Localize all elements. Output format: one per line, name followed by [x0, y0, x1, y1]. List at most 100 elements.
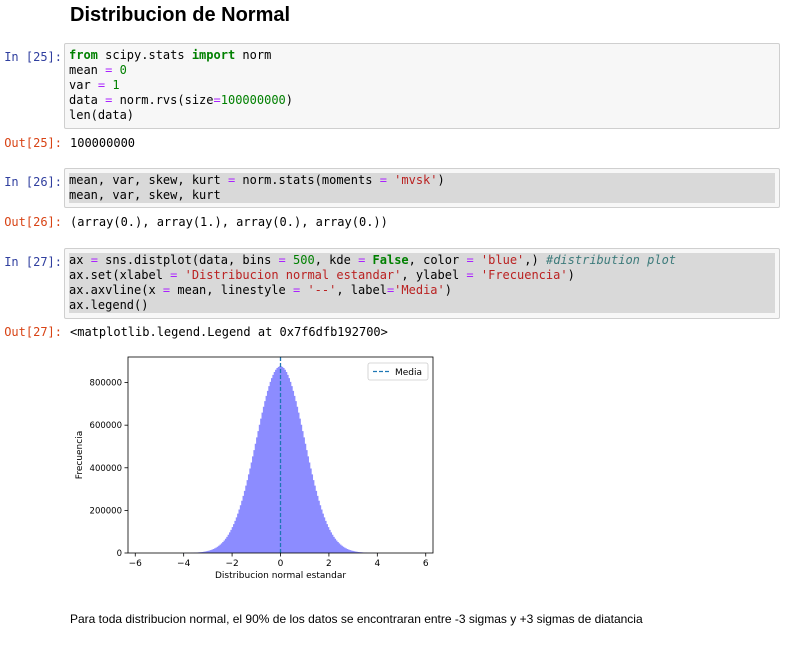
code-editor-26[interactable]: mean, var, skew, kurt = norm.stats(momen… [69, 173, 775, 203]
code-line: ax.legend() [69, 298, 775, 313]
x-axis-label: Distribucion normal estandar [215, 571, 346, 581]
code-token: ax.legend() [69, 298, 149, 312]
code-token: = [170, 268, 178, 282]
x-tick-label: −2 [225, 559, 238, 569]
code-token [474, 268, 481, 282]
code-token [112, 63, 119, 77]
code-token: , color [408, 253, 467, 267]
code-token: = [466, 253, 474, 267]
code-token: mean, var, skew, kurt [69, 173, 228, 187]
code-token: 'Frecuencia' [480, 268, 568, 282]
y-tick-label: 400000 [90, 464, 122, 474]
output-27: <matplotlib.legend.Legend at 0x7f6dfb192… [70, 325, 388, 339]
code-token [286, 253, 293, 267]
code-token: 500 [293, 253, 315, 267]
code-token: import [191, 48, 236, 62]
code-cell-26[interactable]: mean, var, skew, kurt = norm.stats(momen… [64, 168, 780, 208]
code-token: #distribution plot [545, 253, 677, 267]
x-tick-label: 4 [374, 559, 380, 569]
code-token: = [386, 283, 395, 297]
y-tick-label: 0 [117, 549, 122, 559]
code-line: ax.set(xlabel = 'Distribucion normal est… [69, 268, 775, 283]
code-token: from [69, 48, 98, 62]
code-token: sns.distplot(data, bins [97, 253, 279, 267]
legend: Media [367, 362, 429, 381]
code-line: from scipy.stats import norm [69, 48, 775, 63]
code-token: '--' [307, 283, 337, 297]
x-tick-label: 2 [326, 559, 332, 569]
code-token: = [105, 93, 113, 107]
code-token: scipy.stats [97, 48, 192, 62]
x-tick-label: −4 [177, 559, 191, 569]
code-token: 0 [119, 63, 127, 77]
code-line: data = norm.rvs(size=100000000) [69, 93, 775, 108]
code-token: = [278, 253, 286, 267]
y-tick-label: 600000 [90, 421, 122, 431]
code-token: ,) [524, 253, 546, 267]
y-axis-label: Frecuencia [75, 431, 85, 479]
code-token: 1 [112, 78, 120, 92]
x-tick-label: 6 [423, 559, 429, 569]
code-token: , ylabel [401, 268, 467, 282]
x-tick-label: −6 [129, 559, 143, 569]
code-token: 100000000 [220, 93, 286, 107]
code-token: mean, var, skew, kurt [69, 188, 221, 202]
code-token: = [90, 253, 98, 267]
code-token: 'Media' [394, 283, 445, 297]
in-prompt-27: In [27]: [4, 255, 62, 269]
code-token: = [162, 283, 171, 297]
code-token: data [69, 93, 106, 107]
code-token: = [292, 283, 301, 297]
code-token: , kde [314, 253, 359, 267]
code-token: norm.rvs(size [112, 93, 214, 107]
y-axis-ticks: 0 200000 400000 600000 800000 [90, 379, 128, 559]
markdown-text: Para toda distribucion normal, el 90% de… [70, 612, 643, 626]
in-prompt-26: In [26]: [4, 175, 62, 189]
code-editor-27[interactable]: ax = sns.distplot(data, bins = 500, kde … [69, 253, 775, 313]
output-25: 100000000 [70, 136, 136, 150]
code-line: mean, var, skew, kurt = norm.stats(momen… [69, 173, 775, 188]
code-token: = [213, 93, 221, 107]
page-title: Distribucion de Normal [70, 4, 291, 26]
code-token [474, 253, 481, 267]
code-token: ax.axvline(x [69, 283, 163, 297]
y-tick-label: 800000 [90, 379, 122, 389]
code-line: mean, var, skew, kurt [69, 188, 775, 203]
code-line: ax = sns.distplot(data, bins = 500, kde … [69, 253, 775, 268]
code-token: 'Distribucion normal estandar' [184, 268, 402, 282]
code-token: ) [444, 283, 452, 297]
code-token: , label [336, 283, 387, 297]
code-line: mean = 0 [69, 63, 775, 78]
code-token [177, 268, 184, 282]
out-prompt-26: Out[26]: [4, 215, 62, 229]
histogram-chart: −6 −4 −2 0 2 4 6 0 200000 400000 600000 800000 Dis… [75, 356, 434, 581]
code-cell-25[interactable]: from scipy.stats import norm mean = 0 var … [64, 43, 780, 129]
out-prompt-25: Out[25]: [4, 136, 62, 150]
output-26: (array(0.), array(1.), array(0.), array(… [70, 215, 388, 229]
code-token: mean, linestyle [170, 283, 293, 297]
code-editor-25[interactable]: from scipy.stats import norm mean = 0 var … [69, 48, 775, 123]
code-token: False [372, 253, 409, 267]
code-token: = [97, 78, 106, 92]
code-line: ax.axvline(x = mean, linestyle = '--', l… [69, 283, 775, 298]
code-token: len(data) [69, 108, 135, 122]
code-token: ) [285, 93, 294, 107]
legend-box [367, 362, 429, 381]
code-cell-27[interactable]: ax = sns.distplot(data, bins = 500, kde … [64, 248, 780, 319]
legend-label-media: Media [395, 368, 422, 378]
code-token: norm [235, 48, 272, 62]
code-token: mean [69, 63, 106, 77]
code-token: ) [567, 268, 575, 282]
code-token: ax.set(xlabel [69, 268, 171, 282]
code-token: = [379, 173, 387, 187]
out-prompt-27: Out[27]: [4, 325, 62, 339]
code-token: = [466, 268, 474, 282]
code-token: 'mvsk' [394, 173, 438, 187]
code-token: norm.stats(moments [235, 173, 380, 187]
code-token: = [227, 173, 236, 187]
code-token: = [105, 63, 113, 77]
code-token: ) [437, 173, 445, 187]
code-line: var = 1 [69, 78, 775, 93]
in-prompt-25: In [25]: [4, 50, 62, 64]
x-tick-label: 0 [278, 559, 284, 569]
